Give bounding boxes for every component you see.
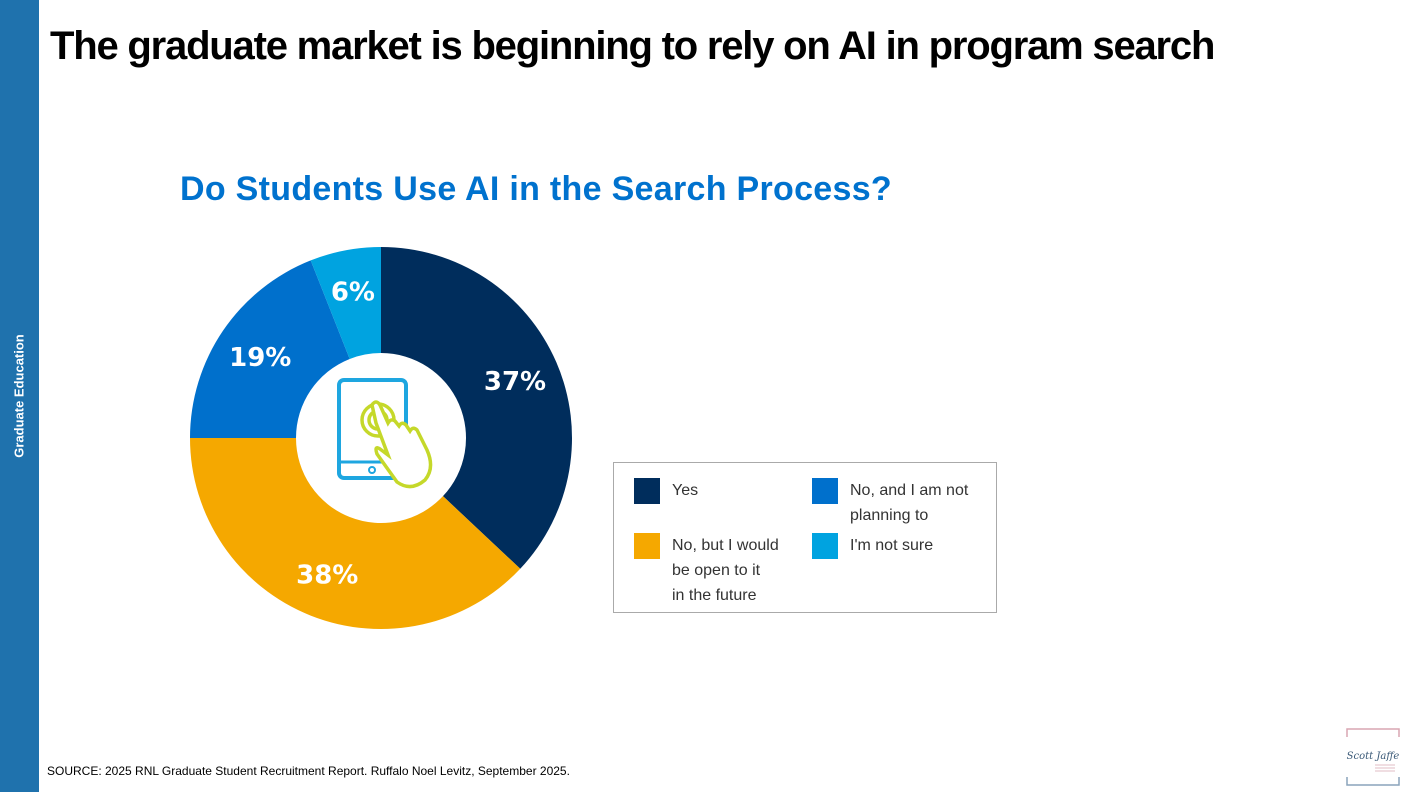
slice-label: 37% [484,367,546,397]
pie-slice-2 [190,260,350,438]
slice-label: 38% [296,561,358,591]
legend-item: No, but I would be open to it in the futur… [634,533,779,608]
legend-label: Yes [672,482,699,499]
legend-item: I'm not sure [812,533,933,559]
legend-item: Yes [634,478,698,504]
chart-title: Do Students Use AI in the Search Process… [180,170,893,208]
legend-swatch [634,533,660,559]
legend-swatch [812,533,838,559]
tablet-tap-icon [337,378,433,489]
legend-item: No, and I am not planning to [812,478,968,528]
pie-slice-1 [190,438,521,629]
slice-label: 19% [229,343,291,373]
pie-slice-0 [381,247,572,569]
legend-label: No, and I am not planning to [850,482,969,524]
sidebar: Graduate Education [0,0,39,792]
scott-jaffe-logo: Scott Jaffe [1346,728,1400,786]
legend-swatch [812,478,838,504]
slice-label: 6% [331,278,375,308]
chart-legend: Yes No, and I am not planning to No, but I … [613,462,997,613]
legend-label: I'm not sure [850,537,934,554]
source-note: SOURCE: 2025 RNL Graduate Student Recrui… [47,764,570,778]
svg-text:Scott Jaffe: Scott Jaffe [1347,751,1400,762]
legend-label: No, but I would be open to it in the futur… [672,537,779,604]
pie-slice-3 [310,247,381,359]
slide-title: The graduate market is beginning to rely… [50,24,1215,68]
legend-swatch [634,478,660,504]
